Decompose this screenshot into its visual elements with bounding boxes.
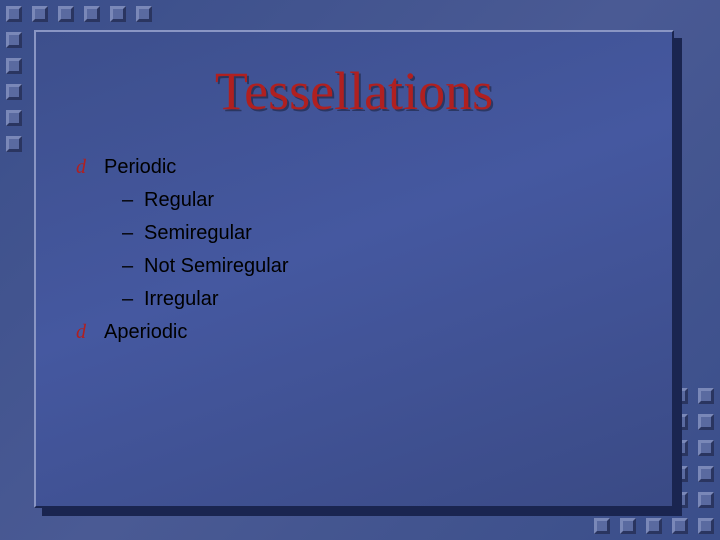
bullet-icon: d (76, 152, 94, 183)
sub-list-item-label: Irregular (144, 284, 218, 315)
slide-title: Tessellations (36, 32, 672, 122)
decor-left-col (6, 6, 22, 152)
decor-square (110, 6, 126, 22)
decor-square (136, 6, 152, 22)
content-panel: Tessellations d Periodic – Regular – Sem… (34, 30, 674, 508)
sub-list-item-label: Semiregular (144, 218, 252, 249)
decor-square (6, 58, 22, 74)
list-item: d Periodic (76, 152, 652, 183)
decor-square (594, 518, 610, 534)
sub-list-item: – Regular (122, 185, 652, 216)
dash-icon: – (122, 284, 136, 315)
decor-square (698, 440, 714, 456)
decor-square (698, 414, 714, 430)
decor-square (620, 518, 636, 534)
dash-icon: – (122, 218, 136, 249)
decor-top-row (6, 6, 152, 22)
dash-icon: – (122, 251, 136, 282)
decor-square (698, 388, 714, 404)
decor-square (698, 466, 714, 482)
decor-square (672, 518, 688, 534)
decor-square (6, 110, 22, 126)
dash-icon: – (122, 185, 136, 216)
decor-square (698, 518, 714, 534)
bullet-icon: d (76, 317, 94, 348)
decor-square (6, 6, 22, 22)
decor-square (32, 6, 48, 22)
decor-square (646, 518, 662, 534)
decor-square (6, 84, 22, 100)
decor-square (6, 136, 22, 152)
decor-square (698, 492, 714, 508)
decor-square (58, 6, 74, 22)
slide-body: d Periodic – Regular – Semiregular – Not… (36, 122, 672, 348)
decor-square (84, 6, 100, 22)
sub-list-item: – Irregular (122, 284, 652, 315)
list-item: d Aperiodic (76, 317, 652, 348)
sub-list-item-label: Not Semiregular (144, 251, 289, 282)
sub-list: – Regular – Semiregular – Not Semiregula… (76, 185, 652, 315)
list-item-label: Aperiodic (104, 317, 187, 348)
sub-list-item: – Semiregular (122, 218, 652, 249)
decor-square (6, 32, 22, 48)
sub-list-item: – Not Semiregular (122, 251, 652, 282)
list-item-label: Periodic (104, 152, 176, 183)
sub-list-item-label: Regular (144, 185, 214, 216)
